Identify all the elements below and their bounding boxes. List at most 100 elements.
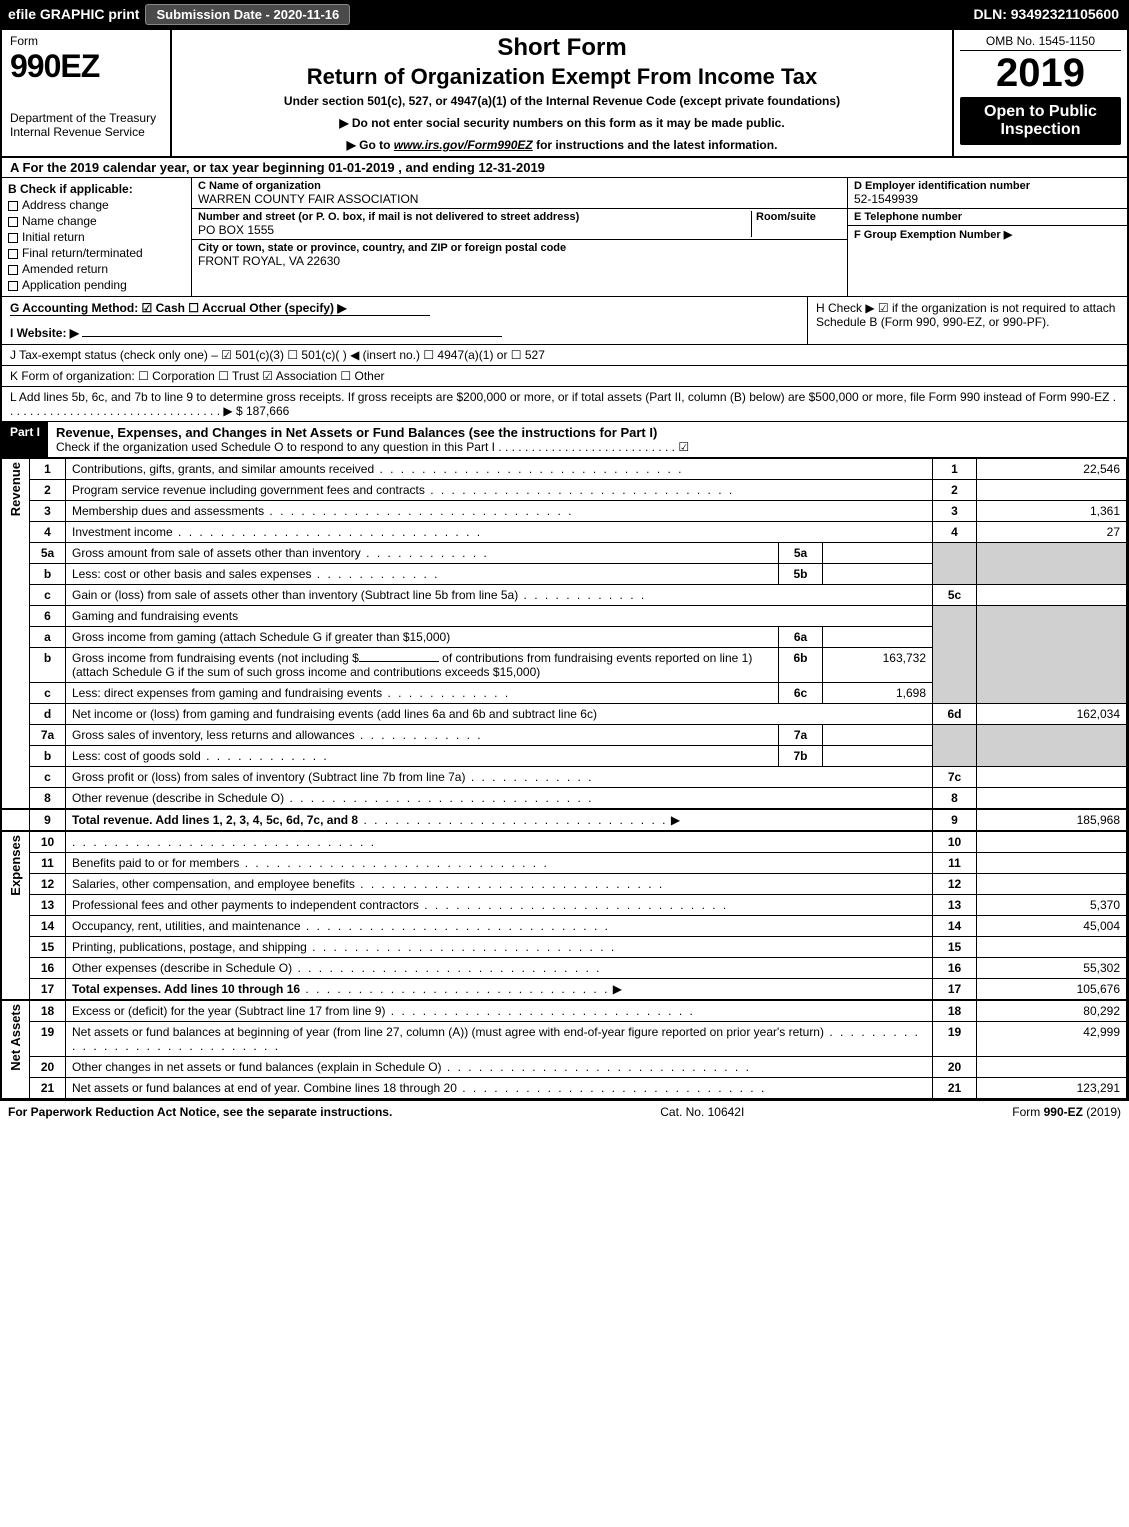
chk-name-change[interactable]: Name change <box>8 214 185 228</box>
f-label: F Group Exemption Number ▶ <box>854 228 1121 241</box>
line-8-num: 8 <box>30 788 66 810</box>
section-c: C Name of organization WARREN COUNTY FAI… <box>192 178 847 296</box>
line-5c-text: Gain or (loss) from sale of assets other… <box>72 588 646 602</box>
line-14-text: Occupancy, rent, utilities, and maintena… <box>72 919 610 933</box>
omb-number: OMB No. 1545-1150 <box>960 34 1121 51</box>
line-18-amount: 80,292 <box>977 1000 1127 1022</box>
line-5a-num: 5a <box>30 543 66 564</box>
line-7a-text: Gross sales of inventory, less returns a… <box>72 728 483 742</box>
part-i-tag: Part I <box>2 422 48 457</box>
line-19-amount: 42,999 <box>977 1022 1127 1057</box>
line-15-num: 15 <box>30 937 66 958</box>
line-10-amount <box>977 831 1127 853</box>
line-16-rn: 16 <box>933 958 977 979</box>
line-11-text: Benefits paid to or for members <box>72 856 549 870</box>
line-16-text: Other expenses (describe in Schedule O) <box>72 961 602 975</box>
i-website-label: I Website: ▶ <box>10 326 79 340</box>
chk-app-pending[interactable]: Application pending <box>8 278 185 292</box>
goto-line: ▶ Go to www.irs.gov/Form990EZ for instru… <box>182 138 942 152</box>
line-5b-sa <box>823 564 933 585</box>
line-20-rn: 20 <box>933 1057 977 1078</box>
line-6d-rn: 6d <box>933 704 977 725</box>
line-5c-num: c <box>30 585 66 606</box>
line-21-num: 21 <box>30 1078 66 1099</box>
line-11-amount <box>977 853 1127 874</box>
line-6c-sa: 1,698 <box>823 683 933 704</box>
h-check: H Check ▶ ☑ if the organization is not r… <box>807 297 1127 344</box>
room-label: Room/suite <box>756 211 841 223</box>
section-def: D Employer identification number 52-1549… <box>847 178 1127 296</box>
chk-amended[interactable]: Amended return <box>8 262 185 276</box>
chk-address-change[interactable]: Address change <box>8 198 185 212</box>
arrow-icon: ▶ <box>671 813 680 827</box>
line-5a-text: Gross amount from sale of assets other t… <box>72 546 489 560</box>
part-i-checkline: Check if the organization used Schedule … <box>56 440 689 454</box>
line-12-rn: 12 <box>933 874 977 895</box>
revenue-rotator: Revenue <box>8 462 23 516</box>
line-7a-sa <box>823 725 933 746</box>
line-5c-amount <box>977 585 1127 606</box>
line-7a-sn: 7a <box>779 725 823 746</box>
line-5b-sn: 5b <box>779 564 823 585</box>
page-footer: For Paperwork Reduction Act Notice, see … <box>0 1101 1129 1123</box>
efile-label: efile GRAPHIC print <box>8 6 139 22</box>
line-6b-sa: 163,732 <box>823 648 933 683</box>
section-b: B Check if applicable: Address change Na… <box>2 178 192 296</box>
line-14-num: 14 <box>30 916 66 937</box>
line-19-rn: 19 <box>933 1022 977 1057</box>
line-3-amount: 1,361 <box>977 501 1127 522</box>
ssn-warning: ▶ Do not enter social security numbers o… <box>182 116 942 130</box>
form-container: Form 990EZ Department of the Treasury In… <box>0 28 1129 1101</box>
line-10-text <box>72 835 376 849</box>
form-number: 990EZ <box>10 48 162 85</box>
line-9-amount: 185,968 <box>977 809 1127 831</box>
line-4-num: 4 <box>30 522 66 543</box>
line-2-num: 2 <box>30 480 66 501</box>
line-2-rn: 2 <box>933 480 977 501</box>
line-6b-num: b <box>30 648 66 683</box>
line-8-rn: 8 <box>933 788 977 810</box>
line-6d-text: Net income or (loss) from gaming and fun… <box>66 704 933 725</box>
line-6a-sa <box>823 627 933 648</box>
line-18-rn: 18 <box>933 1000 977 1022</box>
g-accounting: G Accounting Method: ☑ Cash ☐ Accrual Ot… <box>10 301 430 316</box>
line-7c-text: Gross profit or (loss) from sales of inv… <box>72 770 594 784</box>
line-4-text: Investment income <box>72 525 482 539</box>
tax-year: 2019 <box>960 53 1121 93</box>
line-9-num: 9 <box>30 809 66 831</box>
line-18-num: 18 <box>30 1000 66 1022</box>
top-bar: efile GRAPHIC print Submission Date - 20… <box>0 0 1129 28</box>
line-6a-num: a <box>30 627 66 648</box>
line-12-amount <box>977 874 1127 895</box>
ein-value: 52-1549939 <box>854 192 1121 206</box>
submission-date-button[interactable]: Submission Date - 2020-11-16 <box>145 4 350 25</box>
identity-row: B Check if applicable: Address change Na… <box>2 178 1127 297</box>
line-6c-num: c <box>30 683 66 704</box>
c-name-label: C Name of organization <box>198 180 841 192</box>
line-6b-sn: 6b <box>779 648 823 683</box>
line-5c-rn: 5c <box>933 585 977 606</box>
form-word: Form <box>10 34 162 48</box>
line-15-rn: 15 <box>933 937 977 958</box>
line-12-text: Salaries, other compensation, and employ… <box>72 877 664 891</box>
part-i-title: Revenue, Expenses, and Changes in Net As… <box>56 425 657 440</box>
line-17-amount: 105,676 <box>977 979 1127 1001</box>
line-17-rn: 17 <box>933 979 977 1001</box>
line-21-amount: 123,291 <box>977 1078 1127 1099</box>
line-5a-sa <box>823 543 933 564</box>
line-2-text: Program service revenue including govern… <box>72 483 734 497</box>
chk-initial-return[interactable]: Initial return <box>8 230 185 244</box>
line-13-num: 13 <box>30 895 66 916</box>
line-1-amount: 22,546 <box>977 459 1127 480</box>
line-8-amount <box>977 788 1127 810</box>
expenses-rotator: Expenses <box>8 835 23 896</box>
website-field[interactable] <box>82 336 502 337</box>
chk-final-return[interactable]: Final return/terminated <box>8 246 185 260</box>
irs-link[interactable]: www.irs.gov/Form990EZ <box>394 138 533 152</box>
line-7b-sn: 7b <box>779 746 823 767</box>
line-3-rn: 3 <box>933 501 977 522</box>
line-7c-num: c <box>30 767 66 788</box>
line-16-num: 16 <box>30 958 66 979</box>
line-6c-sn: 6c <box>779 683 823 704</box>
form-header: Form 990EZ Department of the Treasury In… <box>2 30 1127 158</box>
